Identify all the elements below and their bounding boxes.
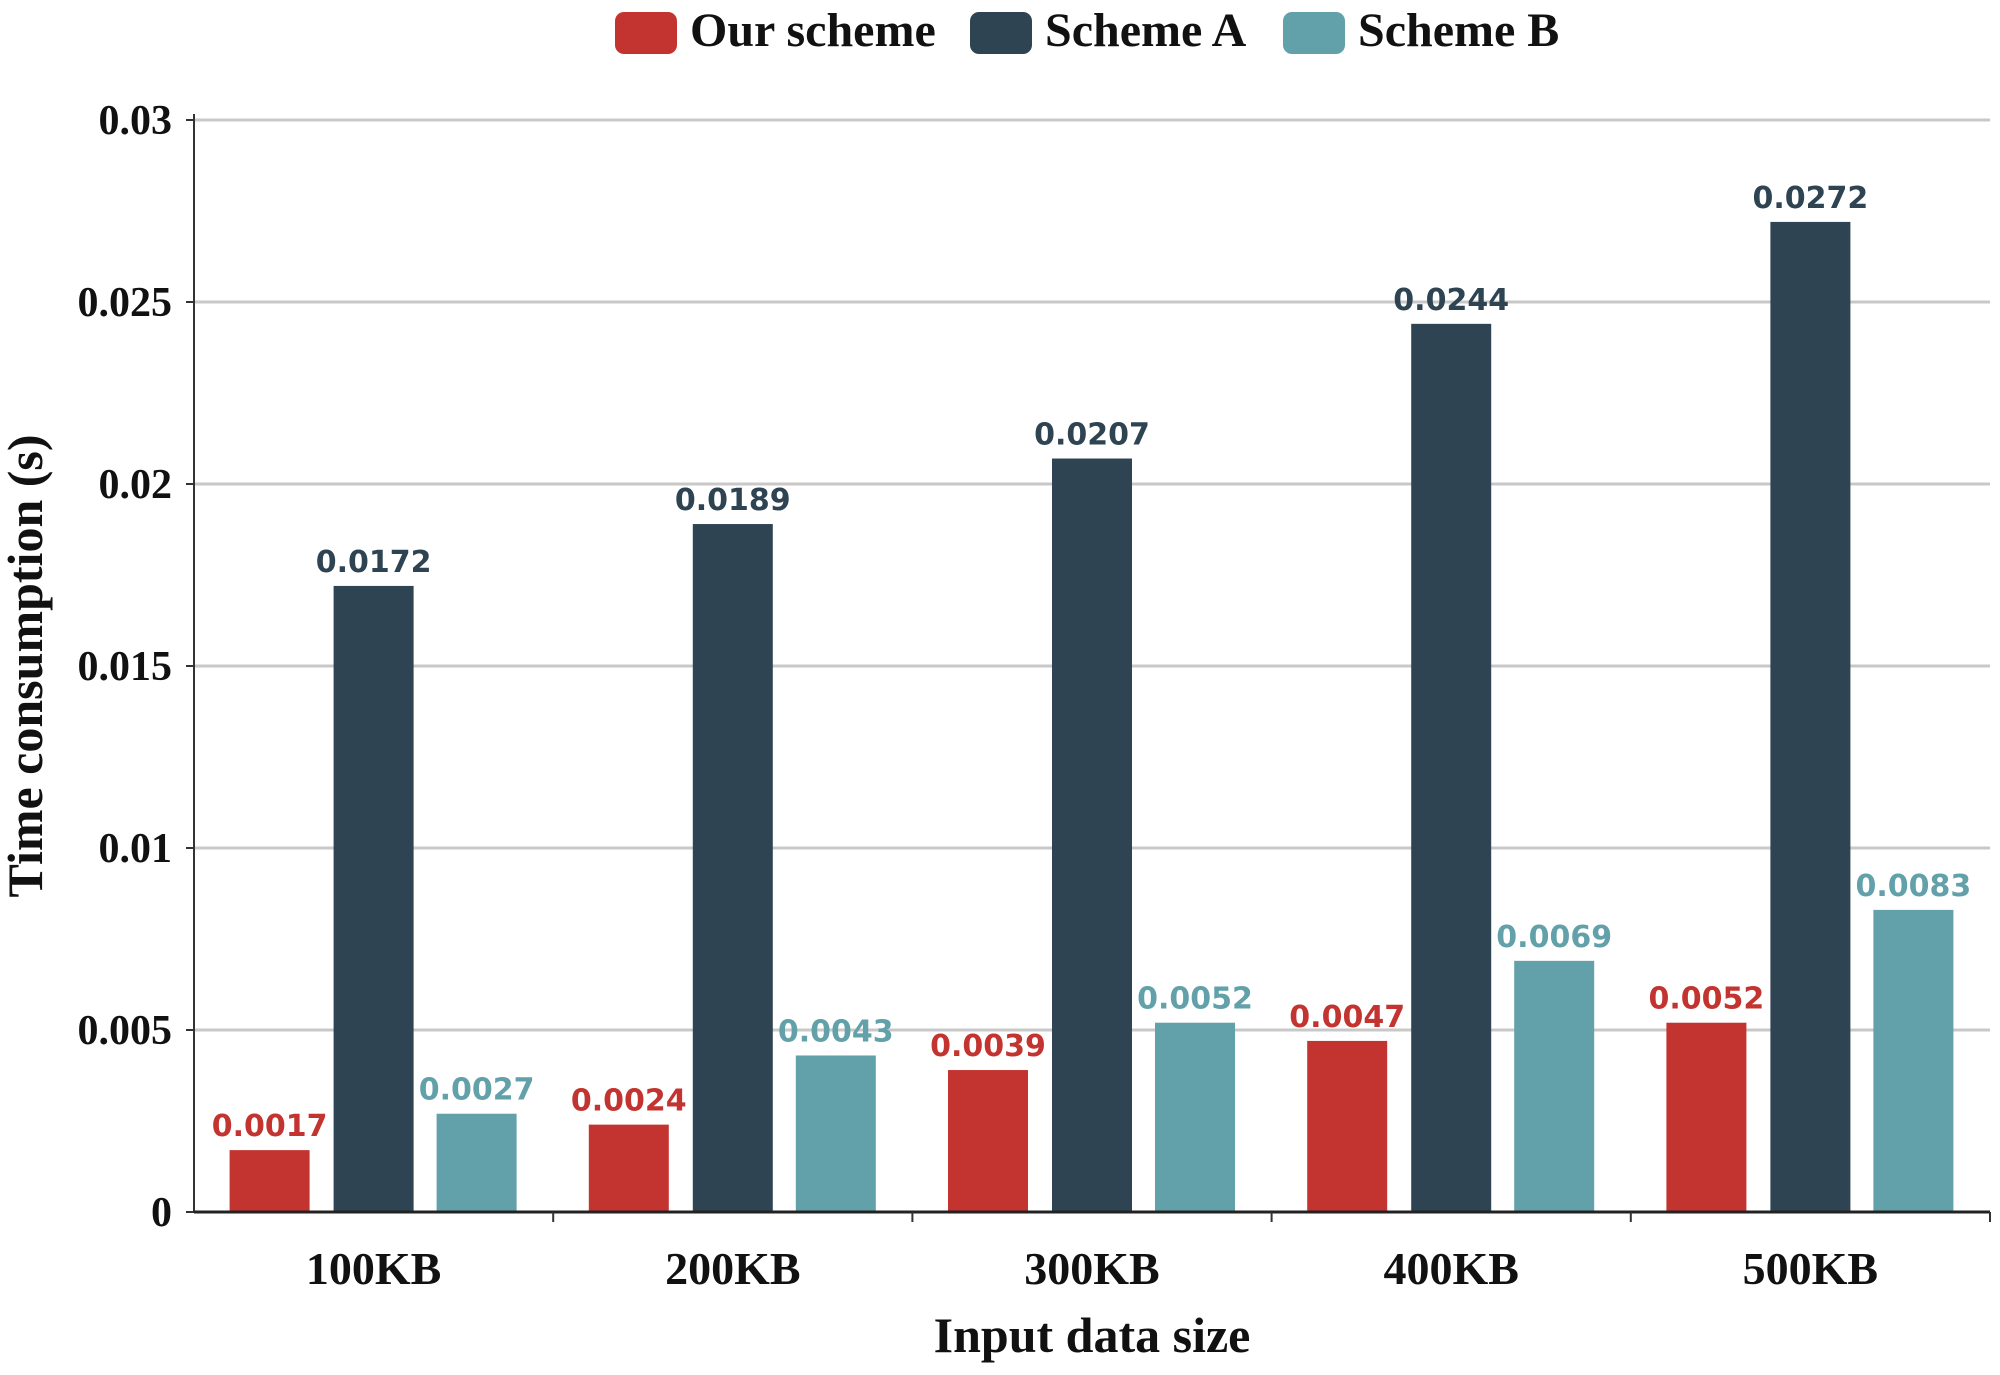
bar-scheme-b <box>1514 960 1595 1212</box>
x-tick-label: 500KB <box>1743 1243 1878 1294</box>
data-label: 0.0043 <box>778 1014 894 1049</box>
bar-our-scheme <box>1307 1040 1388 1212</box>
data-label: 0.0052 <box>1137 982 1253 1017</box>
data-label: 0.0189 <box>675 483 791 518</box>
legend-swatch <box>970 12 1032 54</box>
y-tick-label: 0.01 <box>99 826 173 872</box>
bar-scheme-b <box>795 1055 876 1212</box>
x-axis-label: Input data size <box>934 1307 1251 1363</box>
data-label: 0.0172 <box>316 545 432 580</box>
bar-scheme-a <box>1770 221 1851 1213</box>
bar-our-scheme <box>588 1124 669 1212</box>
y-tick-label: 0 <box>151 1190 172 1236</box>
data-label: 0.0039 <box>930 1029 1046 1064</box>
bar-scheme-b <box>436 1113 517 1212</box>
data-label: 0.0017 <box>212 1109 328 1144</box>
bar-our-scheme <box>1666 1022 1747 1212</box>
bar-scheme-a <box>1052 458 1132 1212</box>
y-tick-label: 0.005 <box>78 1008 173 1054</box>
legend-label: Scheme A <box>1045 4 1247 57</box>
data-label: 0.0083 <box>1856 869 1972 904</box>
data-label: 0.0272 <box>1753 181 1869 216</box>
data-label: 0.0069 <box>1496 920 1612 955</box>
legend: Our scheme Scheme A Scheme B <box>615 4 1559 57</box>
bar-our-scheme <box>229 1150 310 1212</box>
data-label: 0.0027 <box>419 1073 535 1108</box>
bars <box>229 221 1954 1213</box>
x-tick-label: 400KB <box>1383 1243 1518 1294</box>
legend-swatch <box>1283 12 1345 54</box>
data-label: 0.0047 <box>1289 1000 1405 1035</box>
bar-scheme-a <box>1411 323 1492 1213</box>
y-tick-label: 0.03 <box>99 98 173 144</box>
bar-scheme-a <box>333 585 414 1212</box>
legend-label: Our scheme <box>690 4 936 57</box>
bar-scheme-b <box>1155 1022 1235 1212</box>
bar-our-scheme <box>948 1070 1028 1212</box>
x-tick-label: 100KB <box>306 1243 441 1294</box>
data-label: 0.0244 <box>1393 283 1509 318</box>
legend-label: Scheme B <box>1358 4 1559 57</box>
y-tick-label: 0.015 <box>78 644 173 690</box>
y-tick-label: 0.02 <box>99 462 173 508</box>
data-labels: 0.0017 0.0172 0.0027 0.0024 0.0189 0.0043 0.00… <box>212 181 1972 1144</box>
legend-swatch <box>615 12 677 54</box>
data-label: 0.0052 <box>1649 982 1765 1017</box>
y-axis-label: Time consumption (s) <box>0 434 53 897</box>
data-label: 0.0024 <box>571 1084 687 1119</box>
bar-scheme-a <box>692 524 773 1212</box>
y-tick-label: 0.025 <box>78 280 173 326</box>
bar-scheme-b <box>1873 909 1954 1212</box>
x-tick-label: 300KB <box>1024 1243 1159 1294</box>
x-tick-label: 200KB <box>665 1243 800 1294</box>
axes: 0 0.005 0.01 0.015 0.02 0.025 0.03 100KB 200KB 30… <box>78 98 1991 1294</box>
data-label: 0.0207 <box>1034 418 1150 453</box>
